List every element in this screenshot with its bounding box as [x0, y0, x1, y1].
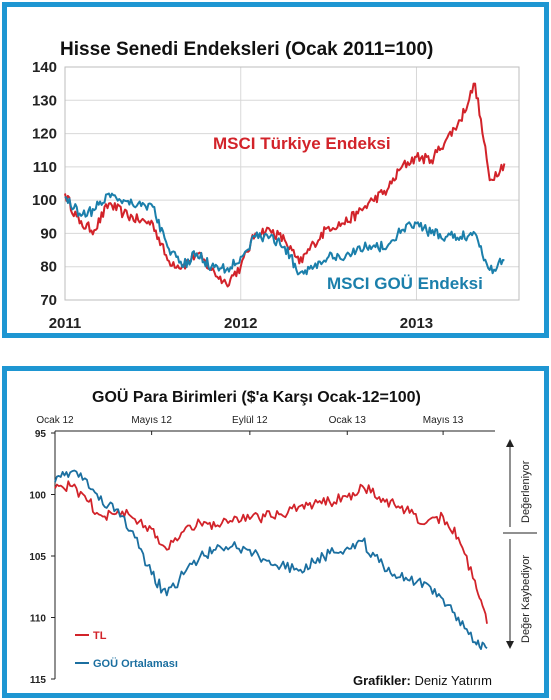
x-tick-label: Ocak 13 [329, 415, 367, 426]
chart-axes [51, 430, 495, 680]
x-tick-label: Eylül 12 [232, 415, 268, 426]
y-tick-label: 140 [32, 59, 57, 76]
chart-gridlines [64, 66, 520, 301]
y-tick-label: 90 [40, 225, 57, 242]
x-tick-label: Mayıs 13 [423, 415, 464, 426]
credit: Grafikler: Deniz Yatırım [353, 673, 492, 688]
chart-series-lines [54, 469, 488, 650]
direction-indicator: Değerleniyor Değer Kaybediyor [503, 439, 537, 649]
series-line-msci-gou [64, 192, 505, 276]
x-tick-label: 2013 [400, 315, 433, 332]
y-tick-label: 95 [35, 429, 47, 440]
y-tick-label: 100 [29, 491, 46, 502]
stock-index-chart-panel: Hisse Senedi Endeksleri (Ocak 2011=100) … [2, 2, 549, 338]
label-appreciating: Değerleniyor [520, 460, 532, 523]
credit-text: Grafikler: Deniz Yatırım [353, 673, 492, 688]
arrow-up-icon [506, 439, 514, 447]
chart-title: Hisse Senedi Endeksleri (Ocak 2011=100) [60, 39, 433, 60]
chart-tick-labels: 70 80 90 100 110 120 130 140 2011 2012 2013 [32, 59, 433, 332]
series-line-msci-turkiye [64, 82, 506, 288]
series-label-msci-turkiye: MSCI Türkiye Endeksi [213, 134, 391, 153]
series-line-gou-ortalamasi [54, 469, 488, 650]
x-tick-label: Ocak 12 [36, 415, 74, 426]
x-tick-label: 2012 [224, 315, 257, 332]
arrow-down-icon [506, 641, 514, 649]
credit-value: Deniz Yatırım [414, 673, 492, 688]
credit-label: Grafikler: [353, 673, 411, 688]
plot-area-border [64, 66, 520, 301]
series-label-msci-gou: MSCI GOÜ Endeksi [327, 274, 483, 293]
y-tick-label: 80 [40, 259, 57, 276]
label-depreciating: Değer Kaybediyor [520, 555, 532, 643]
legend-label-tl: TL [93, 630, 107, 642]
x-tick-label: 2011 [49, 315, 82, 332]
chart-tick-labels: 95 100 105 110 115 Ocak 12 Mayıs 12 Eylül 12 Oca… [29, 415, 464, 686]
y-tick-label: 115 [30, 675, 47, 686]
currency-chart-panel: GOÜ Para Birimleri ($'a Karşı Ocak-12=10… [2, 366, 549, 698]
y-tick-label: 130 [32, 92, 57, 109]
legend-label-gou: GOÜ Ortalaması [93, 657, 178, 670]
chart-title: GOÜ Para Birimleri ($'a Karşı Ocak-12=10… [92, 387, 421, 406]
legend: TL GOÜ Ortalaması [75, 630, 178, 670]
x-tick-label: Mayıs 12 [131, 415, 172, 426]
series-line-tl [54, 480, 488, 624]
y-tick-label: 105 [29, 552, 46, 563]
y-tick-label: 110 [33, 159, 57, 176]
y-tick-label: 70 [40, 292, 57, 309]
y-tick-label: 120 [32, 126, 57, 143]
y-tick-label: 110 [30, 614, 47, 625]
y-tick-label: 100 [32, 192, 57, 209]
currency-chart: GOÜ Para Birimleri ($'a Karşı Ocak-12=10… [29, 387, 537, 688]
chart-series-lines [64, 82, 506, 288]
stock-index-chart: Hisse Senedi Endeksleri (Ocak 2011=100) … [32, 39, 520, 332]
